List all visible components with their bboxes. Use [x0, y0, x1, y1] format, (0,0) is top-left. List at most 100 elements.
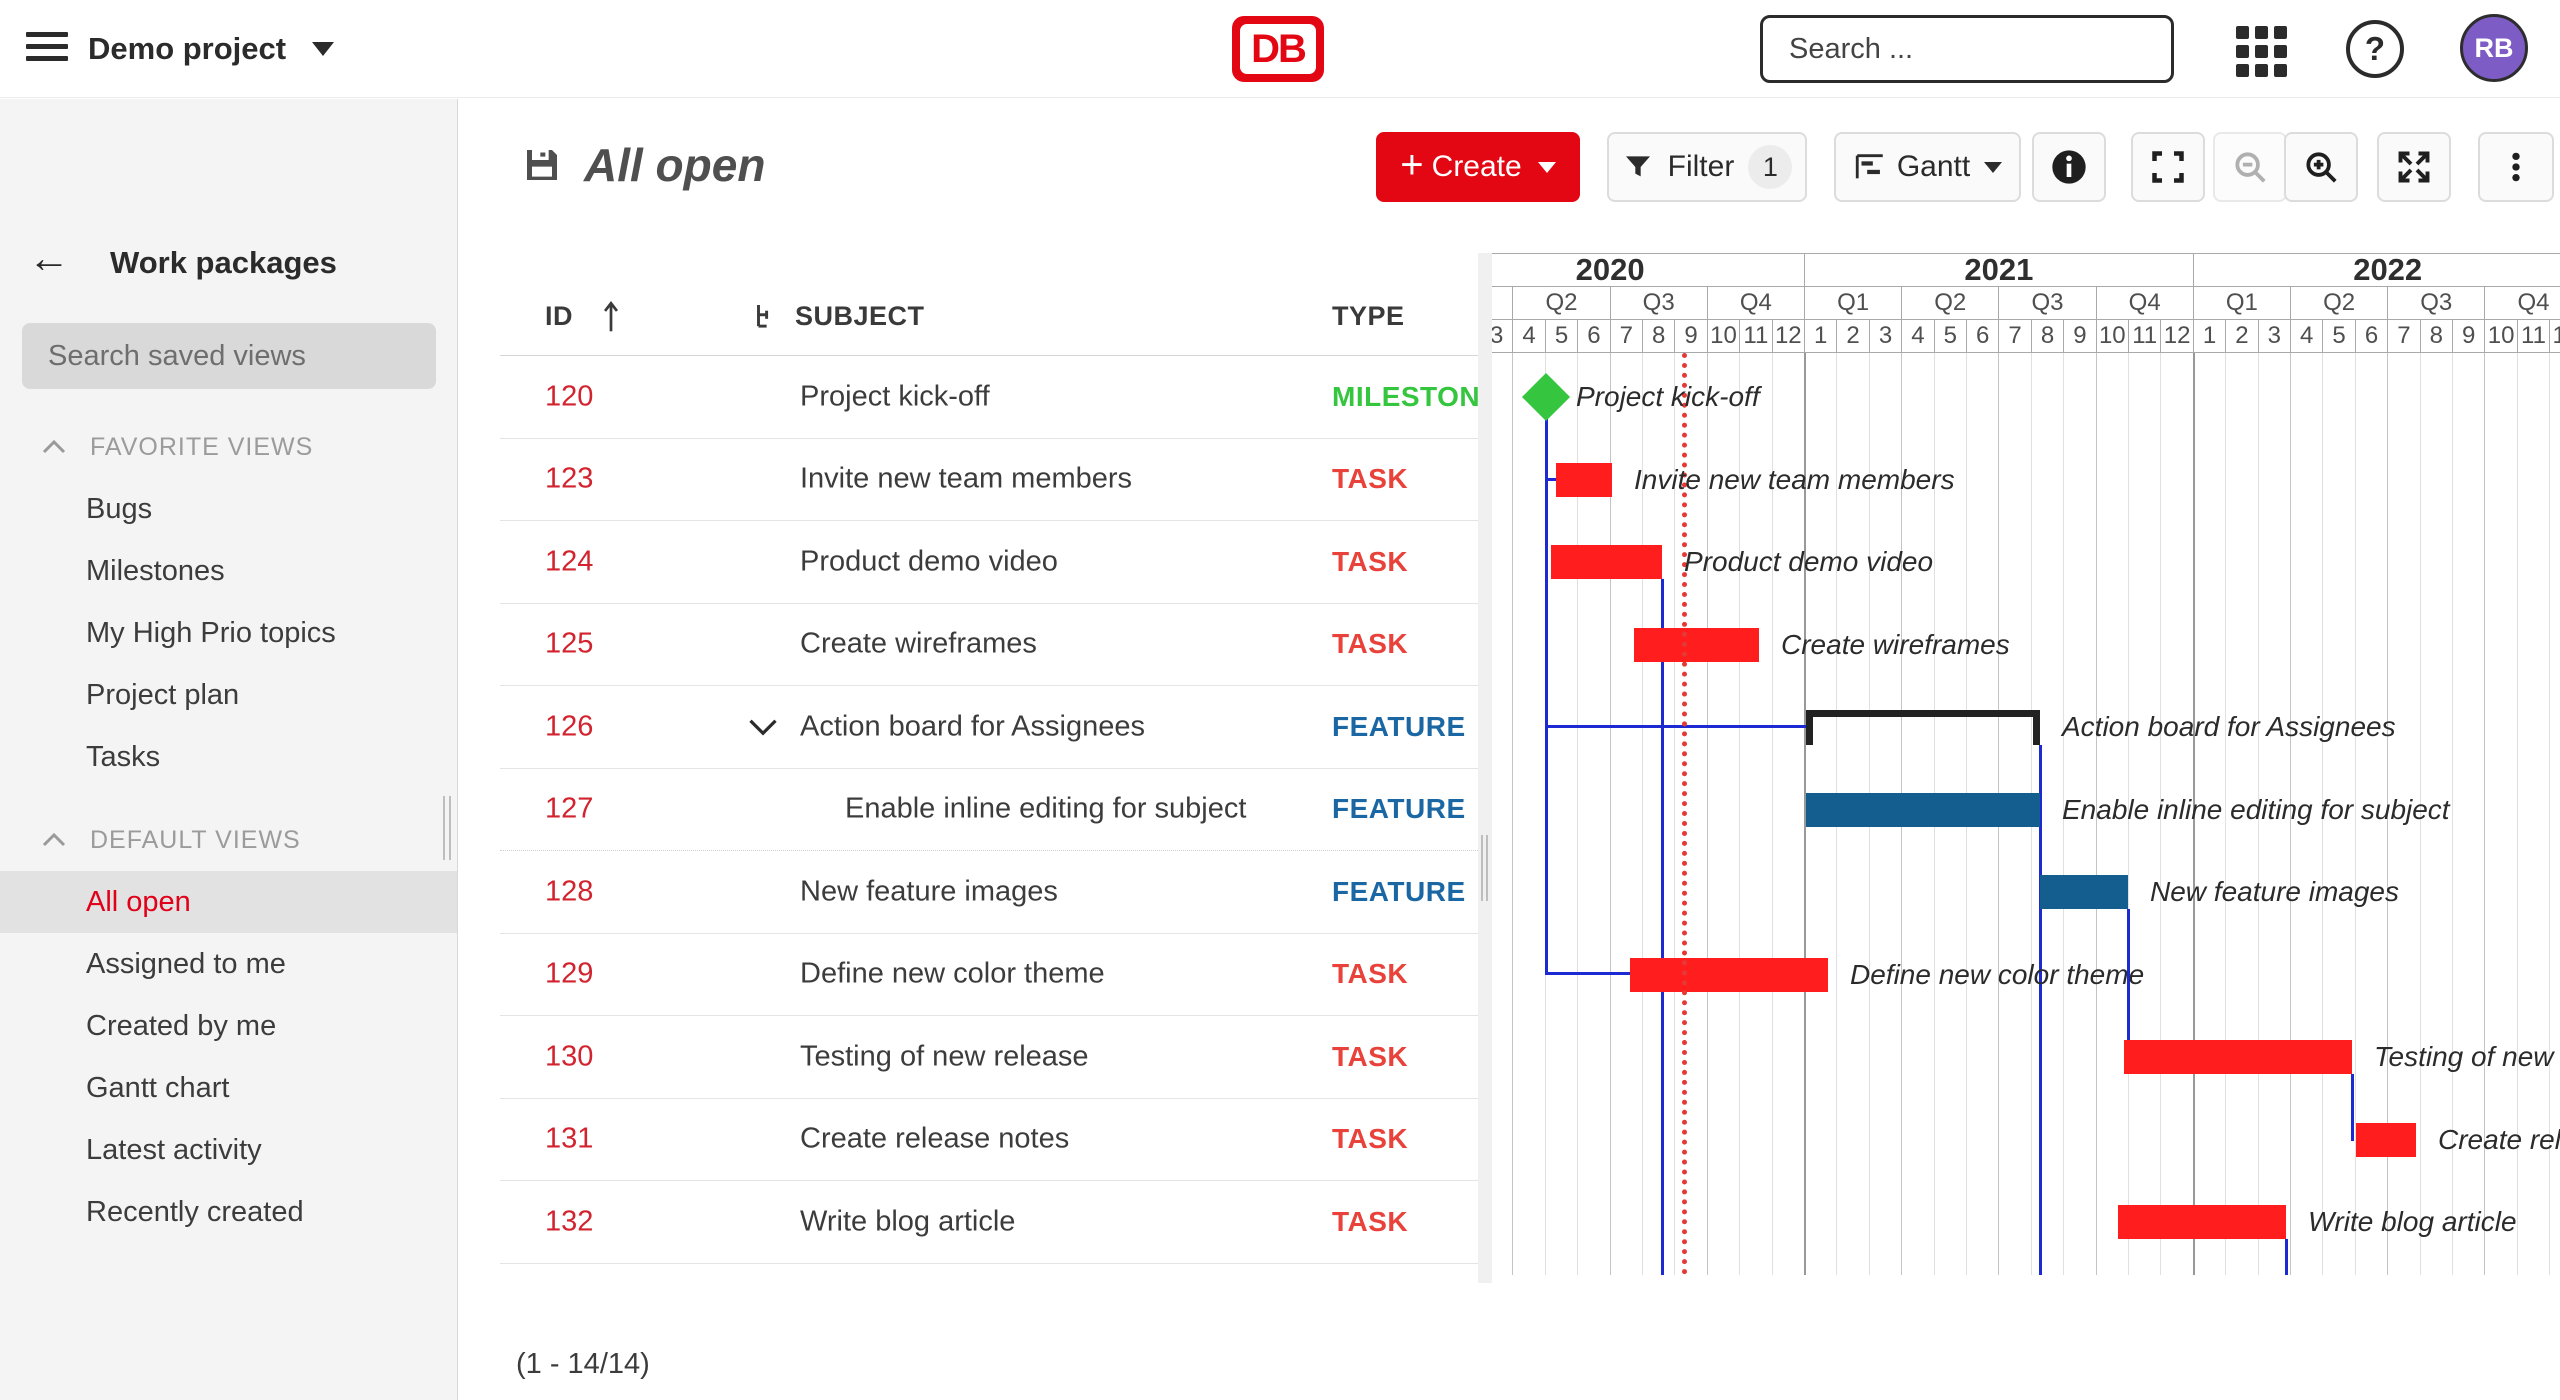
wp-id-link[interactable]: 129: [545, 957, 594, 990]
zoom-in-button[interactable]: [2284, 132, 2358, 202]
zoom-fit-button[interactable]: [2377, 132, 2451, 202]
table-row-131[interactable]: 131 Create release notes TASK: [500, 1099, 1478, 1181]
fullscreen-button[interactable]: [2131, 132, 2205, 202]
sidebar-item-milestones[interactable]: Milestones: [86, 554, 225, 587]
wp-subject[interactable]: Product demo video: [800, 545, 1058, 578]
table-row-123[interactable]: 123 Invite new team members TASK: [500, 439, 1478, 521]
wp-subject[interactable]: Project kick-off: [800, 380, 990, 413]
more-options-button[interactable]: [2478, 132, 2554, 202]
gantt-bar[interactable]: [2040, 875, 2128, 909]
sidebar-item-recently-created[interactable]: Recently created: [86, 1195, 304, 1228]
apps-grid-icon[interactable]: [2236, 26, 2288, 78]
wp-type-badge[interactable]: FEATURE: [1332, 875, 1466, 907]
table-row-124[interactable]: 124 Product demo video TASK: [500, 521, 1478, 604]
wp-id-link[interactable]: 120: [545, 380, 594, 413]
sidebar-section-header[interactable]: DEFAULT VIEWS: [0, 815, 458, 865]
column-header-subject[interactable]: SUBJECT: [795, 301, 925, 331]
gantt-bar[interactable]: [2124, 1040, 2352, 1074]
dependency-line: [1546, 478, 1558, 481]
wp-id-link[interactable]: 127: [545, 792, 594, 825]
pane-resize-divider[interactable]: [1478, 253, 1492, 1283]
table-row-128[interactable]: 128 New feature images FEATURE: [500, 851, 1478, 934]
wp-subject[interactable]: Enable inline editing for subject: [845, 792, 1247, 825]
wp-subject[interactable]: Write blog article: [800, 1205, 1016, 1238]
sidebar-section-header[interactable]: FAVORITE VIEWS: [0, 422, 458, 472]
wp-type-badge[interactable]: TASK: [1332, 545, 1409, 577]
column-header-type[interactable]: TYPE: [1332, 301, 1405, 331]
gantt-bar[interactable]: [1806, 792, 2040, 827]
wp-subject[interactable]: Action board for Assignees: [800, 710, 1145, 743]
sidebar-item-all-open[interactable]: All open: [0, 871, 457, 933]
gantt-bar[interactable]: [1634, 627, 1759, 662]
sidebar-item-tasks[interactable]: Tasks: [86, 740, 161, 773]
collapse-chevron-icon[interactable]: [748, 717, 778, 737]
wp-subject[interactable]: Define new color theme: [800, 957, 1105, 990]
table-row-120[interactable]: 120 Project kick-off MILESTONE: [500, 356, 1478, 439]
avatar[interactable]: RB: [2460, 14, 2528, 82]
sidebar-resize-handle[interactable]: [443, 796, 455, 860]
help-icon[interactable]: ?: [2346, 20, 2404, 78]
project-switcher[interactable]: Demo project: [88, 0, 335, 98]
sidebar-item-project-plan[interactable]: Project plan: [86, 678, 240, 711]
hierarchy-icon[interactable]: [752, 303, 778, 333]
column-header-id[interactable]: ID: [545, 301, 573, 331]
wp-id-link[interactable]: 123: [545, 462, 594, 495]
sidebar-item-my-high-prio-topics[interactable]: My High Prio topics: [86, 616, 336, 649]
gantt-bar[interactable]: [1551, 545, 1662, 579]
db-logo[interactable]: DB: [1232, 16, 1324, 82]
gantt-milestone-diamond[interactable]: [1521, 372, 1571, 422]
wp-type-badge[interactable]: FEATURE: [1332, 793, 1466, 825]
global-search-input[interactable]: [1763, 32, 2166, 66]
hamburger-menu-icon[interactable]: [26, 32, 68, 66]
back-arrow-icon[interactable]: ←: [28, 234, 70, 281]
wp-type-badge[interactable]: TASK: [1332, 463, 1409, 495]
save-icon[interactable]: [522, 145, 562, 185]
table-row-130[interactable]: 130 Testing of new release TASK: [500, 1016, 1478, 1099]
wp-id-link[interactable]: 128: [545, 875, 594, 908]
wp-type-badge[interactable]: TASK: [1332, 958, 1409, 990]
table-row-125[interactable]: 125 Create wireframes TASK: [500, 604, 1478, 686]
chevron-down-icon: [1984, 161, 2003, 173]
gantt-bar[interactable]: [1556, 462, 1612, 497]
wp-subject[interactable]: Create wireframes: [800, 627, 1037, 660]
wp-type-badge[interactable]: TASK: [1332, 1040, 1409, 1072]
table-row-132[interactable]: 132 Write blog article TASK: [500, 1181, 1478, 1264]
gridline: [2063, 353, 2065, 1275]
info-button[interactable]: [2032, 132, 2106, 202]
wp-type-badge[interactable]: MILESTONE: [1332, 380, 1478, 412]
saved-views-search-input[interactable]: [22, 339, 425, 373]
sidebar-item-gantt-chart[interactable]: Gantt chart: [86, 1071, 230, 1104]
gantt-view-button[interactable]: Gantt: [1834, 132, 2021, 202]
wp-id-link[interactable]: 126: [545, 710, 594, 743]
filter-button[interactable]: Filter 1: [1607, 132, 1807, 202]
wp-type-badge[interactable]: FEATURE: [1332, 710, 1466, 742]
gantt-bar[interactable]: [1630, 957, 1828, 992]
table-row-126[interactable]: 126 Action board for Assignees FEATURE: [500, 686, 1478, 769]
wp-type-badge[interactable]: TASK: [1332, 1205, 1409, 1237]
gantt-bar[interactable]: [2356, 1122, 2416, 1157]
gantt-year-cell: 2021: [1804, 253, 2193, 287]
wp-subject[interactable]: New feature images: [800, 875, 1058, 908]
wp-id-link[interactable]: 132: [545, 1205, 594, 1238]
sidebar-item-assigned-to-me[interactable]: Assigned to me: [86, 947, 286, 980]
wp-id-link[interactable]: 124: [545, 545, 594, 578]
sidebar-item-created-by-me[interactable]: Created by me: [86, 1009, 277, 1042]
sidebar-item-latest-activity[interactable]: Latest activity: [86, 1133, 262, 1166]
wp-subject[interactable]: Create release notes: [800, 1122, 1070, 1155]
wp-id-link[interactable]: 131: [545, 1122, 594, 1155]
gantt-summary-bracket[interactable]: [1806, 710, 2040, 745]
wp-subject[interactable]: Invite new team members: [800, 462, 1133, 495]
table-row-127[interactable]: 127 Enable inline editing for subject FEAT…: [500, 769, 1478, 851]
wp-type-badge[interactable]: TASK: [1332, 628, 1409, 660]
plus-icon: +: [1400, 143, 1424, 187]
wp-subject[interactable]: Testing of new release: [800, 1040, 1089, 1073]
sidebar-item-bugs[interactable]: Bugs: [86, 492, 153, 525]
create-button[interactable]: + Create: [1376, 132, 1580, 202]
gantt-bar[interactable]: [2118, 1205, 2286, 1239]
gridline: [2160, 353, 2162, 1275]
zoom-out-button[interactable]: [2213, 132, 2287, 202]
table-row-129[interactable]: 129 Define new color theme TASK: [500, 934, 1478, 1016]
wp-id-link[interactable]: 125: [545, 627, 594, 660]
wp-id-link[interactable]: 130: [545, 1040, 594, 1073]
wp-type-badge[interactable]: TASK: [1332, 1123, 1409, 1155]
